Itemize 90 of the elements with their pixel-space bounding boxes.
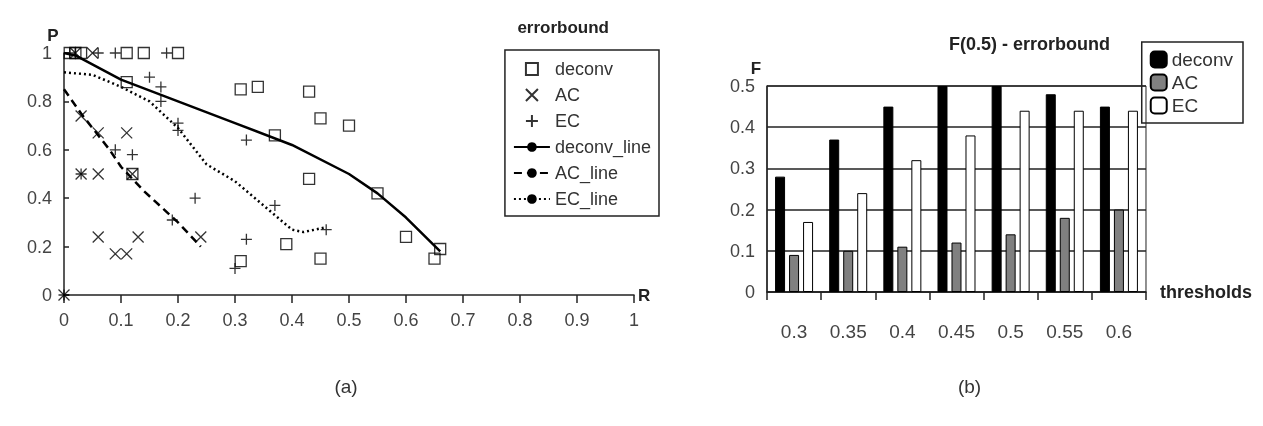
bar — [857, 193, 868, 292]
point — [302, 172, 316, 185]
bar — [829, 139, 840, 292]
point — [302, 85, 316, 98]
bar — [1059, 217, 1070, 292]
bar — [1113, 209, 1124, 292]
y-tick-label: 0.4 — [729, 117, 755, 138]
y-tick-label: 0.6 — [26, 139, 52, 160]
legend-label: deconv_line — [554, 137, 651, 158]
point — [120, 75, 133, 89]
bar — [951, 242, 962, 292]
bar — [897, 246, 908, 292]
bar — [991, 86, 1002, 292]
x-tick-label: 0.6 — [393, 310, 419, 330]
y-tick-label: 0.8 — [26, 91, 52, 112]
x-tick-label: 0.4 — [279, 310, 305, 330]
x-tick-label: 0.35 — [829, 321, 867, 342]
legend-label: EC_line — [554, 189, 618, 210]
y-axis-title: P — [47, 26, 59, 46]
x-tick-label: 0.9 — [564, 310, 590, 330]
bar — [1005, 234, 1016, 292]
legend-label: deconv — [554, 59, 613, 79]
point — [280, 238, 293, 251]
y-tick-label: 1 — [41, 43, 52, 63]
x-tick-label: 0 — [58, 310, 70, 330]
point — [137, 46, 150, 60]
bar — [775, 176, 786, 292]
y-tick-label: 0.1 — [729, 240, 755, 261]
bar — [1099, 106, 1110, 292]
x-tick-label: 0.3 — [780, 321, 808, 342]
point — [234, 83, 247, 96]
legend-label: deconv — [1171, 49, 1234, 70]
x-tick-label: 0.7 — [450, 310, 476, 330]
point — [371, 187, 384, 200]
bar — [1073, 110, 1084, 292]
x-tick-label: 0.1 — [108, 310, 134, 330]
point — [399, 230, 413, 244]
bar — [937, 86, 948, 292]
bar — [803, 221, 814, 292]
bar — [843, 250, 854, 292]
legend-label: AC — [1171, 72, 1199, 93]
y-tick-label: 0.5 — [729, 76, 755, 96]
point — [314, 112, 327, 125]
point — [342, 119, 356, 132]
point — [251, 80, 264, 94]
x-tick-label: 0.8 — [507, 310, 533, 330]
x-axis-title: thresholds — [1159, 282, 1252, 302]
point — [171, 46, 185, 60]
point — [434, 242, 447, 256]
y-tick-label: 0.2 — [26, 236, 52, 257]
y-tick-label: 0 — [744, 282, 755, 302]
point — [120, 126, 133, 140]
point — [86, 46, 99, 60]
bar — [883, 106, 894, 292]
bar — [1019, 110, 1030, 292]
y-tick-label: 0 — [41, 285, 52, 305]
point — [314, 252, 327, 265]
x-tick-label: 0.3 — [222, 310, 248, 330]
line-series — [62, 88, 203, 248]
point — [234, 254, 247, 268]
y-axis-title: F — [750, 59, 762, 79]
text: (a) — [334, 376, 358, 397]
point — [268, 129, 282, 142]
text: (b) — [957, 376, 982, 397]
y-tick-label: 0.4 — [26, 188, 52, 209]
legend-title: errorbound — [517, 18, 609, 37]
point — [120, 46, 133, 60]
bar — [1045, 94, 1056, 292]
legend-label: AC — [554, 85, 580, 105]
bar — [789, 254, 800, 292]
x-tick-label: 0.45 — [938, 321, 975, 342]
chart-title: F(0.5) - errorbound — [949, 34, 1110, 54]
x-tick-label: 0.55 — [1046, 321, 1084, 342]
point — [74, 46, 88, 60]
x-axis-title: R — [638, 285, 651, 305]
x-tick-label: 0.2 — [165, 310, 191, 330]
bar — [911, 160, 922, 292]
bar — [965, 135, 976, 292]
x-tick-label: 0.4 — [889, 321, 916, 342]
legend-label: AC_line — [554, 163, 618, 184]
x-tick-label: 0.5 — [336, 310, 362, 330]
legend-label: EC — [1171, 95, 1199, 116]
bar — [1127, 110, 1138, 292]
point — [428, 252, 441, 265]
y-tick-label: 0.3 — [729, 158, 755, 179]
legend-label: EC — [554, 111, 580, 131]
x-tick-label: 0.5 — [997, 321, 1024, 342]
y-tick-label: 0.2 — [729, 199, 755, 220]
x-tick-label: 1 — [628, 310, 640, 330]
x-tick-label: 0.6 — [1105, 321, 1133, 342]
